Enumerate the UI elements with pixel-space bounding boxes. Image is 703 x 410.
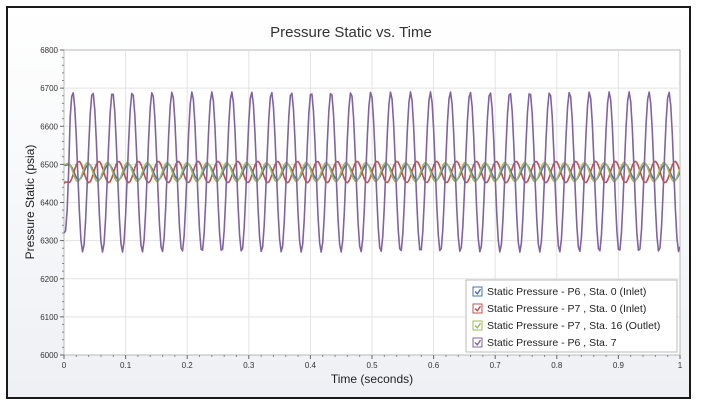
y-tick-label: 6800 [40,46,58,55]
check-icon [474,339,482,346]
x-tick-label: 0.3 [243,361,255,370]
x-tick-label: 0.9 [613,361,625,370]
legend-checkbox[interactable] [472,286,483,297]
x-tick-label: 0.5 [366,361,378,370]
legend-checkbox[interactable] [472,303,483,314]
series-line [64,91,680,253]
legend-label: Static Pressure - P7 , Sta. 16 (Outlet) [487,320,660,332]
y-axis-title: Pressure Static (psia) [23,145,37,260]
x-tick-label: 0.2 [182,361,194,370]
x-tick-label: 0.7 [490,361,502,370]
y-tick-label: 6400 [40,199,58,208]
legend-label: Static Pressure - P7 , Sta. 0 (Inlet) [487,303,646,315]
check-icon [474,288,482,295]
y-tick-label: 6500 [40,160,58,169]
check-icon [474,322,482,329]
axes: 6000 6100 6200 6300 6400 6500 6600 6700 6800 0 0.1… [40,46,683,370]
pressure-chart: 6000 6100 6200 6300 6400 6500 6600 6700 6800 0 0.1… [23,24,683,386]
legend-checkbox[interactable] [472,320,483,331]
y-tick-label: 6300 [40,237,58,246]
y-tick-label: 6600 [40,122,58,131]
chart-frame: 6000 6100 6200 6300 6400 6500 6600 6700 6800 0 0.1… [6,6,691,399]
x-tick-label: 0.4 [305,361,317,370]
legend-box [465,279,678,353]
x-tick-label: 1 [678,361,683,370]
y-tick-label: 6700 [40,84,58,93]
x-tick-label: 0 [62,361,67,370]
y-tick-label: 6000 [40,351,58,360]
x-axis-title: Time (seconds) [331,372,413,386]
legend-label: Static Pressure - P6 , Sta. 0 (Inlet) [487,286,646,298]
series-group [64,91,680,253]
x-tick-label: 0.6 [428,361,440,370]
legend: Static Pressure - P6 , Sta. 0 (Inlet) Sta… [465,279,678,353]
check-icon [474,305,482,312]
legend-label: Static Pressure - P6 , Sta. 7 [487,337,617,349]
series-line [64,161,680,183]
chart-title: Pressure Static vs. Time [270,24,432,41]
y-tick-label: 6100 [40,313,58,322]
legend-checkbox[interactable] [472,337,483,348]
y-tick-label: 6200 [40,275,58,284]
x-tick-label: 0.8 [551,361,563,370]
x-tick-label: 0.1 [120,361,132,370]
